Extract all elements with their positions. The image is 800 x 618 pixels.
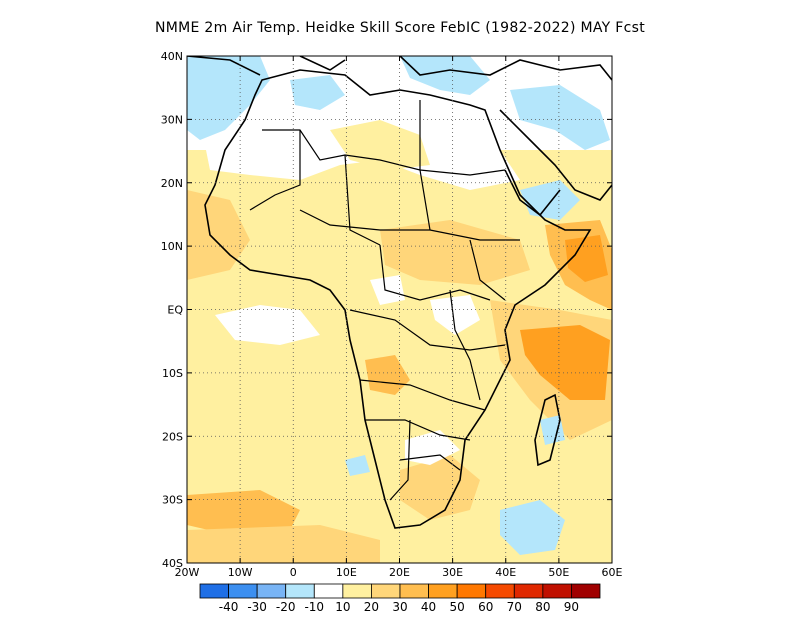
lat-tick-label: 20S: [162, 430, 183, 443]
lat-tick-label: 40S: [162, 557, 183, 570]
skill-region-congo-1: [370, 275, 405, 305]
colorbar-swatch: [342, 583, 372, 599]
colorbar-label: 50: [450, 600, 465, 614]
border-s3: [399, 454, 461, 471]
colorbar-label: 40: [421, 600, 436, 614]
colorbar-label: 90: [564, 600, 579, 614]
colorbar-swatch: [428, 583, 458, 599]
skill-region-congo-2: [430, 295, 480, 335]
madagascar-coastline: [534, 393, 561, 467]
skill-region-nw: [330, 120, 430, 170]
skill-region-med-east: [400, 56, 490, 95]
colorbar-swatch: [256, 583, 287, 599]
skill-region-central: [380, 220, 530, 285]
border-s1: [359, 379, 486, 411]
colorbar-swatch: [199, 583, 229, 599]
colorbar-label: -10: [304, 600, 324, 614]
lon-tick-labels: 20W 10W 0 10E 20E 30E 40E 50E 60E: [175, 56, 623, 579]
skill-region-med-central: [290, 75, 345, 110]
lon-tick-label: 10E: [336, 566, 357, 579]
colorbar: -40 -30 -20 -10 10 20 30 40 50 60 70 80 90: [199, 583, 601, 614]
skill-region-atlantic: [215, 305, 320, 345]
lon-tick-label: 50E: [548, 566, 569, 579]
colorbar-label: -20: [276, 600, 296, 614]
skill-region-sat: [187, 490, 300, 535]
lon-tick-label: 40E: [495, 566, 516, 579]
border-n2: [249, 130, 301, 211]
border-s2: [365, 419, 471, 441]
border-n4: [419, 100, 431, 231]
lon-tick-label: 30E: [442, 566, 463, 579]
border-c1: [299, 209, 520, 241]
colorbar-swatch: [371, 583, 401, 599]
colorbar-swatch: [571, 583, 601, 599]
lon-tick-label: 20W: [175, 566, 200, 579]
skill-region-east-core: [520, 325, 610, 400]
colorbar-swatch: [313, 583, 344, 599]
coastlines: [187, 56, 612, 529]
lat-tick-labels: 40N 30N 20N 10N EQ 10S 20S 30S 40S: [161, 50, 612, 570]
lat-tick-label: 30S: [162, 494, 183, 507]
skill-region-south: [400, 455, 480, 520]
lon-tick-label: 20E: [389, 566, 410, 579]
lat-tick-label: 10S: [162, 367, 183, 380]
border-e1: [469, 239, 506, 301]
lat-tick-label: 40N: [161, 50, 183, 63]
colorbar-swatch: [485, 583, 515, 599]
lon-tick-label: 10W: [228, 566, 253, 579]
colorbar-label: 30: [392, 600, 407, 614]
skill-region-sat-2: [187, 525, 380, 563]
lon-tick-label: 0: [290, 566, 297, 579]
skill-region-io-cool: [500, 500, 565, 555]
skill-region-south-white: [405, 430, 460, 465]
map-title: NMME 2m Air Temp. Heidke Skill Score Feb…: [155, 20, 645, 36]
lat-tick-label: 30N: [161, 113, 183, 126]
lat-tick-label: EQ: [167, 304, 183, 317]
border-c2: [379, 244, 491, 301]
border-n1: [262, 129, 506, 176]
skill-region-horn-core: [565, 235, 608, 282]
colorbar-label: -40: [219, 600, 239, 614]
graticule: [187, 56, 612, 563]
africa-coastline: [204, 69, 592, 529]
skill-region-angola: [365, 355, 410, 395]
skill-region-sa-cool: [345, 455, 370, 476]
arabia-coastline: [499, 109, 612, 217]
border-c3: [349, 309, 506, 351]
lat-tick-label: 10N: [161, 240, 183, 253]
colorbar-swatch: [285, 583, 315, 599]
lat-tick-label: 20N: [161, 177, 183, 190]
border-s4: [389, 419, 411, 501]
colorbar-label: 60: [478, 600, 493, 614]
colorbar-swatch: [228, 583, 258, 599]
colorbar-label: -30: [247, 600, 267, 614]
lon-tick-label: 60E: [602, 566, 623, 579]
colorbar-label: 20: [364, 600, 379, 614]
europe-coastline: [187, 56, 612, 81]
colorbar-label: 10: [335, 600, 350, 614]
colorbar-swatch: [542, 583, 572, 599]
colorbar-swatch: [456, 583, 487, 599]
skill-region-arabia-north: [510, 85, 610, 150]
colorbar-swatch: [513, 583, 544, 599]
colorbar-swatch: [399, 583, 429, 599]
border-e2: [449, 289, 481, 401]
country-borders: [249, 100, 520, 501]
colorbar-label: 70: [507, 600, 522, 614]
colorbar-label: 80: [535, 600, 550, 614]
